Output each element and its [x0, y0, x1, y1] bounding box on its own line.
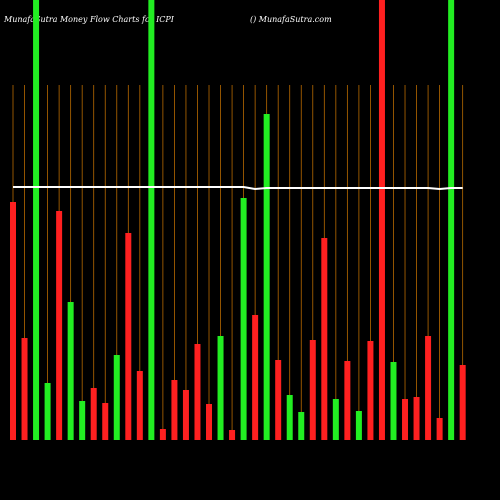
bar: [21, 338, 28, 440]
bar: [171, 380, 178, 440]
bar: [56, 211, 63, 440]
bar: [113, 355, 120, 440]
bar: [44, 383, 51, 440]
bar: [286, 395, 293, 440]
bar: [413, 397, 420, 440]
bar: [309, 340, 316, 440]
money-flow-line: [13, 186, 463, 191]
bar: [148, 0, 155, 440]
bar: [125, 233, 132, 440]
chart-title: MunafaSutra Money Flow Charts for ICPI: [3, 15, 175, 24]
bar: [229, 430, 236, 440]
bar: [355, 411, 362, 440]
bar: [459, 365, 466, 440]
bar: [263, 114, 270, 440]
bar: [182, 390, 189, 440]
bar: [275, 360, 282, 440]
bar: [90, 388, 97, 440]
bar: [390, 362, 397, 440]
bar: [10, 202, 16, 440]
bar: [159, 429, 166, 440]
bar: [33, 0, 40, 440]
bar: [425, 336, 432, 440]
bar: [102, 403, 109, 440]
bar: [217, 336, 224, 440]
bar: [194, 344, 201, 440]
bar: [402, 399, 409, 440]
bar: [321, 238, 328, 440]
bar: [252, 315, 259, 440]
bar: [367, 341, 374, 440]
bar: [240, 198, 247, 440]
bar: [298, 412, 305, 440]
bar: [67, 302, 74, 440]
bar: [378, 0, 385, 440]
bar: [332, 399, 339, 440]
bar: [79, 401, 86, 440]
bar: [206, 404, 213, 440]
chart-subtitle: () MunafaSutra.com: [250, 15, 332, 24]
bar: [344, 361, 351, 440]
bar: [448, 0, 455, 440]
bar: [436, 418, 443, 440]
bar: [136, 371, 143, 440]
